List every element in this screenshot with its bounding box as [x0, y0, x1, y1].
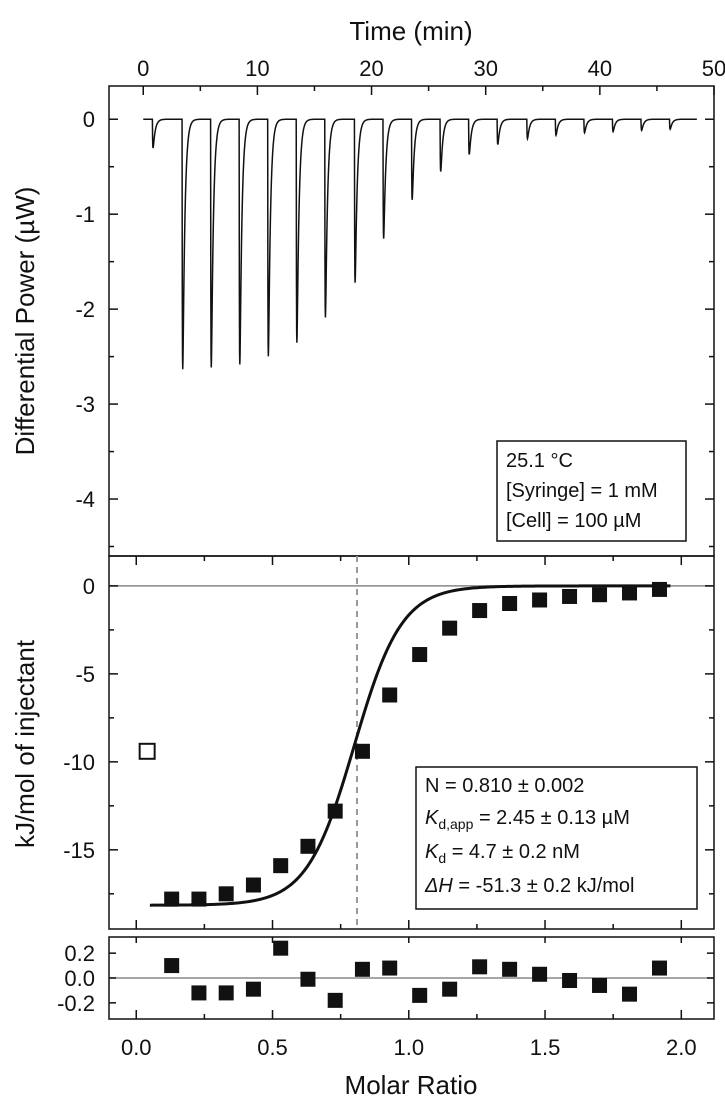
thermogram-x-tick-label: 40 — [588, 56, 612, 81]
residual-data-point — [300, 971, 316, 987]
residuals-panel: 0.20.0-0.20.0 0.5 1.0 1.5 2.0 — [57, 936, 715, 1060]
thermogram-y-tick-label: -3 — [75, 392, 95, 417]
residuals-ticks: 0.20.0-0.20.0 0.5 1.0 1.5 2.0 — [57, 937, 714, 1060]
molar-ratio-tick-label: 1.0 — [393, 1035, 424, 1060]
residuals-points — [164, 940, 667, 1008]
residual-data-point — [562, 972, 578, 988]
syringe-concentration-text: [Syringe] = 1 mM — [506, 480, 658, 502]
kd-value: = 4.7 ± 0.2 nM — [446, 841, 580, 863]
fit-parameters-box: N = 0.810 ± 0.002 Kd,app = 2.45 ± 0.13 µ… — [415, 766, 698, 910]
residual-data-point — [245, 981, 261, 997]
enthalpy-text: ΔH = -51.3 ± 0.2 kJ/mol — [424, 875, 635, 897]
isotherm-data-point — [442, 620, 458, 636]
residuals-y-tick-label: 0.0 — [64, 966, 95, 991]
residuals-y-tick-label: -0.2 — [57, 991, 95, 1016]
thermogram-ticks: 0 10 20 30 40 50 0 -1 -2 -3 -4 — [75, 56, 725, 548]
thermogram-x-tick-label: 50 — [702, 56, 725, 81]
conditions-box-frame — [496, 440, 687, 542]
residual-data-point — [191, 985, 207, 1001]
isotherm-data-point — [245, 877, 261, 893]
temperature-text: 25.1 °C — [506, 450, 573, 472]
isotherm-data-point — [191, 891, 207, 907]
residual-data-point — [532, 966, 548, 982]
isotherm-data-point — [164, 891, 180, 907]
thermogram-y-axis-title: Differential Power (µW) — [10, 187, 40, 456]
thermogram-x-tick-label: 0 — [137, 56, 149, 81]
isotherm-points — [138, 581, 667, 907]
residual-data-point — [382, 960, 398, 976]
thermogram-x-tick-label: 20 — [359, 56, 383, 81]
residual-data-point — [442, 981, 458, 997]
residual-data-point — [592, 977, 608, 993]
isotherm-data-point — [532, 592, 548, 608]
isotherm-y-axis-title: kJ/mol of injectant — [10, 639, 40, 848]
isotherm-data-point — [651, 581, 667, 597]
molar-ratio-tick-label: 2.0 — [666, 1035, 697, 1060]
kd-text: Kd = 4.7 ± 0.2 nM — [425, 841, 580, 866]
isotherm-data-point — [562, 588, 578, 604]
residual-data-point — [651, 960, 667, 976]
isotherm-data-point — [592, 587, 608, 603]
isotherm-data-point — [382, 687, 398, 703]
thermogram-trace — [143, 118, 697, 370]
isotherm-y-tick-label: -5 — [75, 662, 95, 687]
residual-data-point — [354, 961, 370, 977]
isotherm-data-point — [218, 886, 234, 902]
isotherm-data-point — [327, 803, 343, 819]
kd-app-value: = 2.45 ± 0.13 µM — [473, 807, 629, 829]
conditions-box: 25.1 °C [Syringe] = 1 mM [Cell] = 100 µM — [496, 440, 687, 542]
kd-app-subscript: d,app — [438, 816, 473, 832]
molar-ratio-tick-label: 0.5 — [257, 1035, 288, 1060]
stoichiometry-text: N = 0.810 ± 0.002 — [425, 775, 584, 797]
residual-data-point — [622, 986, 638, 1002]
molar-ratio-tick-label: 0.0 — [121, 1035, 152, 1060]
isotherm-panel: 0 -5 -10 -15 N = 0.810 ± 0.002 Kd,app = 2.4… — [63, 555, 715, 930]
isotherm-ticks: 0 -5 -10 -15 — [63, 556, 714, 929]
thermogram-panel: 0 10 20 30 40 50 0 -1 -2 -3 -4 25.1 °C [Syringe] =… — [75, 56, 725, 557]
thermogram-y-tick-label: -1 — [75, 202, 95, 227]
kd-subscript: d — [438, 850, 446, 866]
thermogram-x-tick-label: 10 — [245, 56, 269, 81]
isotherm-y-tick-label: -15 — [63, 838, 95, 863]
isotherm-data-point — [273, 858, 289, 874]
residual-data-point — [472, 959, 488, 975]
kd-app-text: Kd,app = 2.45 ± 0.13 µM — [425, 807, 630, 832]
excluded-data-point — [138, 742, 156, 760]
isotherm-y-tick-label: -10 — [63, 750, 95, 775]
residual-data-point — [502, 961, 518, 977]
isotherm-y-tick-label: 0 — [83, 574, 95, 599]
kd-app-symbol: K — [425, 807, 440, 829]
isotherm-data-point — [300, 838, 316, 854]
enthalpy-symbol: ΔH — [424, 875, 453, 897]
isotherm-frame — [108, 555, 715, 930]
residual-data-point — [327, 992, 343, 1008]
binding-fit-curve — [149, 584, 671, 907]
fit-parameters-frame — [415, 766, 698, 910]
thermogram-y-tick-label: 0 — [83, 107, 95, 132]
isotherm-data-point — [502, 596, 518, 612]
residual-data-point — [218, 985, 234, 1001]
isotherm-data-point — [412, 647, 428, 663]
residual-data-point — [164, 958, 180, 974]
thermogram-y-tick-label: -2 — [75, 297, 95, 322]
residual-data-point — [412, 987, 428, 1003]
cell-concentration-text: [Cell] = 100 µM — [506, 510, 641, 532]
residual-data-point — [273, 940, 289, 956]
residuals-y-tick-label: 0.2 — [64, 941, 95, 966]
bottom-axis-title: Molar Ratio — [345, 1070, 478, 1100]
molar-ratio-tick-label: 1.5 — [530, 1035, 561, 1060]
thermogram-y-tick-label: -4 — [75, 487, 95, 512]
enthalpy-value: = -51.3 ± 0.2 kJ/mol — [453, 875, 635, 897]
thermogram-x-tick-label: 30 — [473, 56, 497, 81]
isotherm-data-point — [622, 585, 638, 601]
isotherm-data-point — [472, 603, 488, 619]
top-axis-title: Time (min) — [349, 16, 472, 46]
kd-symbol: K — [425, 841, 440, 863]
isotherm-data-point — [354, 743, 370, 759]
